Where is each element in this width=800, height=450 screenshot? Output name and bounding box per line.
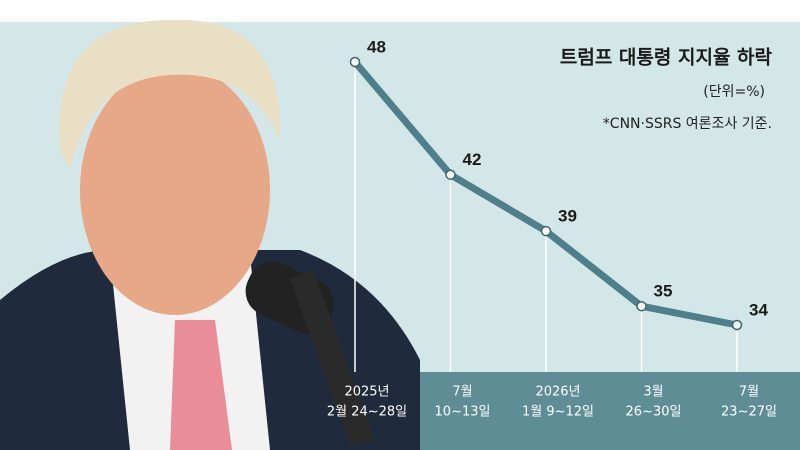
data-point bbox=[731, 319, 743, 331]
x-tick-label: 2월 24~28일 bbox=[327, 405, 407, 420]
x-tick-label: 2026년 bbox=[535, 385, 580, 400]
data-label: 42 bbox=[463, 150, 482, 169]
hair bbox=[59, 19, 281, 170]
data-label: 48 bbox=[367, 37, 386, 56]
unit-note: (단위=%) bbox=[703, 84, 765, 100]
data-label: 35 bbox=[654, 282, 673, 301]
data-point bbox=[636, 300, 647, 312]
tie bbox=[170, 320, 232, 450]
x-tick-label: 3월 bbox=[643, 385, 663, 400]
x-tick-label: 23~27일 bbox=[721, 405, 777, 420]
chart-title: 트럼프 대통령 지지율 하락 bbox=[560, 47, 773, 69]
data-label: 39 bbox=[558, 207, 577, 226]
x-tick-label: 10~13일 bbox=[435, 405, 491, 420]
source-note: *CNN·SSRS 여론조사 기준. bbox=[603, 116, 772, 132]
mic-stand bbox=[289, 270, 375, 448]
data-label: 34 bbox=[749, 300, 768, 319]
x-tick-label: 7월 bbox=[739, 385, 759, 400]
data-point bbox=[540, 225, 552, 237]
x-tick-label: 1월 9~12일 bbox=[522, 405, 594, 420]
face bbox=[80, 65, 270, 315]
x-tick-label: 7월 bbox=[452, 385, 472, 400]
x-tick-label: 26~30일 bbox=[626, 405, 682, 420]
photo bbox=[0, 19, 420, 450]
x-tick-label: 2025년 bbox=[344, 385, 389, 400]
data-point bbox=[445, 169, 456, 180]
data-point bbox=[349, 56, 361, 68]
